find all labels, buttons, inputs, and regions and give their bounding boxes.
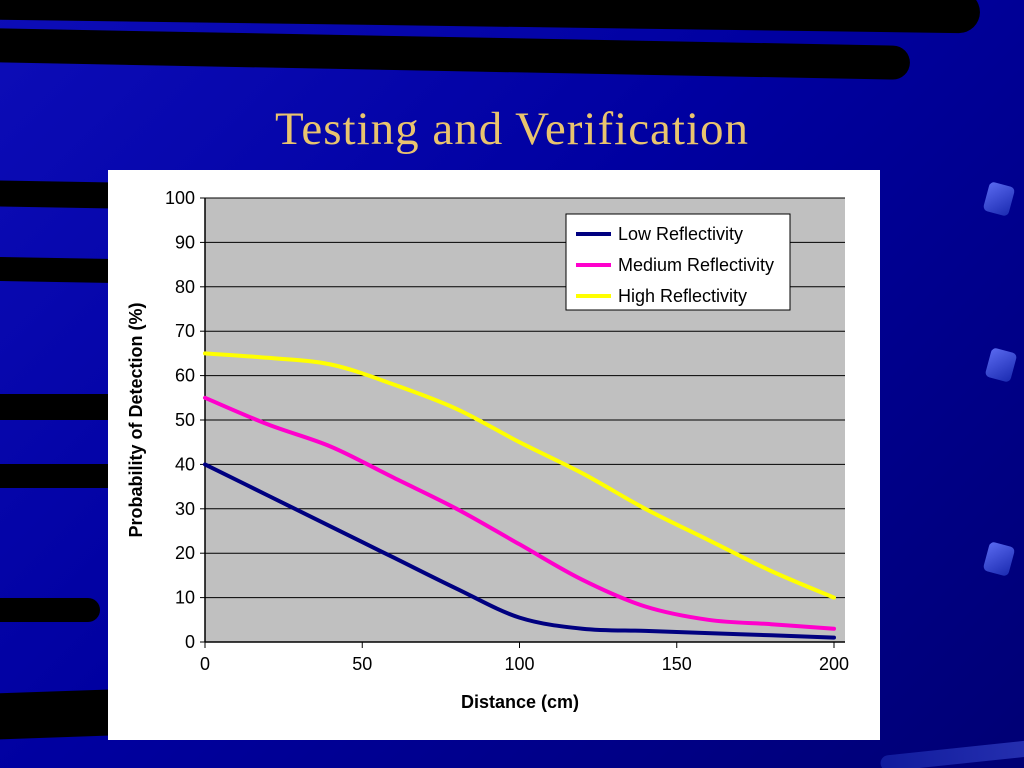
slide-title: Testing and Verification — [274, 103, 750, 155]
edge-highlight-decoration — [982, 541, 1016, 577]
x-axis-title: Distance (cm) — [461, 692, 579, 712]
y-tick-label: 80 — [175, 277, 195, 297]
line-chart-svg: 0 10 20 30 40 50 60 70 80 90 100 0 50 100 150 200 Low Re… — [126, 188, 849, 712]
x-tick-label: 200 — [819, 654, 849, 674]
y-tick-label: 90 — [175, 232, 195, 252]
edge-highlight-decoration — [879, 732, 1024, 768]
background-swoosh — [0, 26, 911, 80]
y-axis-title: Probability of Detection (%) — [126, 302, 146, 537]
series-line-medium-reflectivity — [203, 395, 836, 631]
legend-label: High Reflectivity — [618, 286, 747, 306]
y-tick-label: 10 — [175, 588, 195, 608]
y-tick-label: 20 — [175, 543, 195, 563]
y-tick-label: 40 — [175, 454, 195, 474]
y-tick-label: 0 — [185, 632, 195, 652]
x-tick-label: 150 — [662, 654, 692, 674]
background-swoosh — [0, 598, 100, 622]
y-tick-label: 60 — [175, 366, 195, 386]
legend-label: Low Reflectivity — [618, 224, 743, 244]
y-tick-label: 70 — [175, 321, 195, 341]
legend-label: Medium Reflectivity — [618, 255, 774, 275]
y-tick-label: 50 — [175, 410, 195, 430]
x-tick-label: 100 — [504, 654, 534, 674]
chart-generated: 0 10 20 30 40 50 60 70 80 90 100 0 50 100 150 200 Low Re… — [165, 188, 849, 674]
series-line-low-reflectivity — [203, 462, 836, 640]
legend: Low Reflectivity Medium Reflectivity High … — [565, 213, 791, 311]
chart-container: 0 10 20 30 40 50 60 70 80 90 100 0 50 100 150 200 Low Re… — [108, 170, 880, 740]
series-line-high-reflectivity — [203, 351, 836, 600]
x-tick-label: 50 — [352, 654, 372, 674]
edge-highlight-decoration — [982, 181, 1016, 217]
y-tick-label: 30 — [175, 499, 195, 519]
y-tick-label: 100 — [165, 188, 195, 208]
x-tick-label: 0 — [200, 654, 210, 674]
background-swoosh — [0, 0, 981, 34]
edge-highlight-decoration — [984, 347, 1018, 383]
